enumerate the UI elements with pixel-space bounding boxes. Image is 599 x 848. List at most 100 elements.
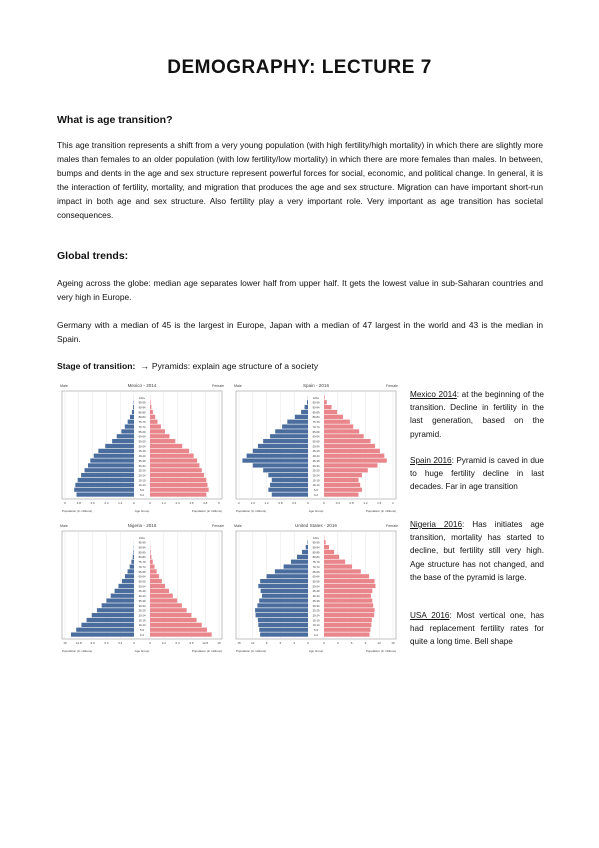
age-group-label: 5-9 [314,628,318,632]
female-bar [324,627,371,632]
x-tick-label: 3.6 [189,501,194,505]
age-group-label: 45-49 [139,449,146,453]
female-bar [324,608,375,613]
female-bar [324,409,338,415]
female-bar [150,554,152,559]
x-tick-label: 6 [351,641,353,645]
age-group-label: 60-64 [139,575,146,579]
x-tick-label: 15 [237,641,241,645]
arrow-right-icon: → [140,361,149,371]
x-tick-label: 6.4 [176,641,181,645]
x-tick-label: 6 [64,501,66,505]
male-bar [275,429,308,434]
age-group-label: 65-69 [139,430,146,434]
age-group-label: 75-79 [139,420,146,424]
x-tick-label: 1.6 [251,501,256,505]
female-bar [150,473,205,478]
x-tick-label: 0.8 [278,501,283,505]
male-bar [282,424,308,429]
x-axis-label-center: Age Group [135,649,150,653]
male-bar [252,463,308,468]
male-bar [131,409,134,415]
x-axis-label-left: Population (in millions) [236,509,266,513]
male-bar [260,632,308,637]
female-bar [324,492,359,497]
x-axis-label-center: Age Group [135,509,150,513]
x-tick-label: 9.6 [91,641,96,645]
female-bar [150,424,161,429]
female-bar [150,603,182,608]
age-group-label: 15-19 [313,478,320,482]
female-legend-label: Female [386,384,398,388]
female-bar [150,429,165,434]
male-bar [287,419,308,424]
x-tick-label: 1.2 [265,501,270,505]
female-bar [150,559,153,564]
male-bar [84,468,134,473]
age-group-label: 40-44 [139,454,146,458]
male-bar [304,405,308,410]
male-bar [127,419,134,424]
pyramid-svg: Male Nigeria - 2016 Female 100+95-9990-9485… [57,520,227,655]
age-group-label: 30-34 [313,464,320,468]
male-bar [271,477,308,483]
x-tick-label: 0.8 [350,501,355,505]
female-bar [324,448,380,453]
age-group-label: 10-14 [313,623,320,627]
male-bar [262,593,308,598]
age-group-label: 25-29 [313,469,320,473]
note-spain: Spain 2016: Pyramid is caved in due to h… [410,454,544,494]
age-group-label: 25-29 [139,609,146,613]
male-bar [81,622,134,627]
plot-frame [61,390,223,500]
male-legend-label: Male [234,384,242,388]
plot-frame [61,530,223,640]
note-mexico: Mexico 2014: at the beginning of the tra… [410,388,544,441]
x-tick-label: 6.4 [104,641,109,645]
male-bar [306,400,308,405]
stage-of-transition-line: Stage of transition: → Pyramids: explain a… [57,361,318,371]
male-bar [257,603,308,608]
female-bar [324,545,330,550]
paragraph-ageing: Ageing across the globe: median age sepa… [57,278,543,303]
age-group-label: 45-49 [139,589,146,593]
x-tick-label: 16 [217,641,221,645]
male-bar [129,414,134,419]
note-text-mexico: : at the beginning of the transition. De… [410,390,544,439]
female-bar [324,473,362,478]
male-bar [255,608,308,613]
female-bar [150,564,155,569]
male-bar [98,448,134,453]
age-group-label: 15-19 [139,478,146,482]
plot-frame [235,390,397,500]
age-group-label: 10-14 [139,623,146,627]
x-tick-label: 12.8 [76,641,82,645]
age-group-label: 10-14 [139,483,146,487]
age-group-label: 30-34 [313,604,320,608]
female-bar [324,579,375,584]
age-group-label: 50-54 [313,584,320,588]
age-group-label: 95-99 [139,401,146,405]
age-group-label: 65-69 [313,570,320,574]
male-bar [76,627,134,632]
male-bar [255,613,308,618]
note-country-nigeria: Nigeria 2016 [410,520,463,529]
female-bar [150,414,156,419]
female-bar [324,482,361,487]
age-group-label: 0-4 [140,493,144,497]
male-bar [118,583,134,589]
female-bar [150,574,160,579]
age-group-label: 70-74 [139,425,146,429]
x-axis-label-right: Population (in millions) [366,509,396,513]
chart-title: United States - 2016 [295,523,337,528]
pyramid-svg: Male Spain - 2016 Female 100+95-9990-9485-8… [231,380,401,515]
male-bar [121,579,134,584]
x-tick-label: 3.2 [162,641,167,645]
age-group-label: 35-39 [313,459,320,463]
age-group-label: 0-4 [314,493,318,497]
male-bar [133,405,134,410]
x-axis-label-left: Population (in millions) [62,509,92,513]
male-bar [131,559,134,564]
female-bar [150,569,157,574]
female-bar [150,549,151,555]
